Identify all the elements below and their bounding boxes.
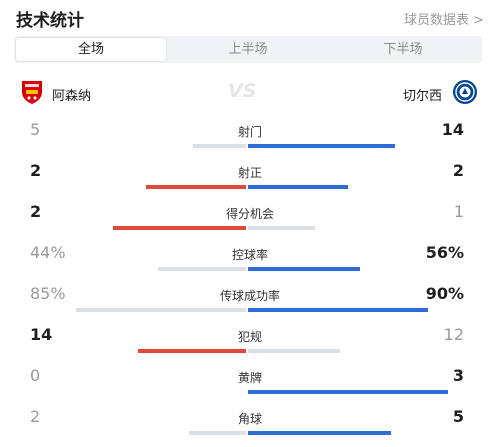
away-stat-value: 2	[452, 161, 464, 180]
home-stat-bar	[76, 308, 246, 312]
home-stat-value: 2	[30, 407, 41, 426]
away-stat-bar	[248, 308, 428, 312]
teams-row: 阿森纳 VS 切尔西	[0, 76, 500, 108]
away-stat-value: 56%	[425, 243, 464, 262]
stat-row: 85% 传球成功率 90%	[0, 284, 500, 324]
home-stat-bar	[158, 267, 246, 271]
home-stat-bar	[189, 431, 246, 435]
away-stat-bar	[248, 431, 391, 435]
chelsea-crest-icon	[453, 80, 477, 104]
home-stat-value: 5	[30, 120, 41, 139]
home-stat-value: 85%	[30, 284, 66, 303]
stat-row: 44% 控球率 56%	[0, 243, 500, 283]
away-stat-bar	[248, 185, 348, 189]
tab-first-half[interactable]: 上半场	[228, 42, 268, 57]
stat-row: 2 射正 2	[0, 161, 500, 201]
stat-label: 射门	[237, 125, 262, 139]
away-stat-value: 1	[453, 202, 464, 221]
home-stat-value: 2	[30, 202, 42, 221]
home-stat-value: 0	[30, 366, 41, 385]
stat-label: 角球	[237, 412, 262, 426]
tab-second-half[interactable]: 下半场	[383, 42, 423, 57]
stat-row: 5 射门 14	[0, 120, 500, 160]
home-stat-bar	[193, 144, 246, 148]
stat-row: 2 角球 5	[0, 407, 500, 447]
stat-label: 射正	[237, 166, 262, 180]
away-stat-value: 14	[441, 120, 464, 139]
stat-row: 2 得分机会 1	[0, 202, 500, 242]
home-stat-value: 2	[30, 161, 42, 180]
away-team-name: 切尔西	[402, 89, 442, 104]
home-stat-bar	[138, 349, 246, 353]
period-tabs: 全场 上半场 下半场	[14, 36, 482, 63]
home-team-name: 阿森纳	[52, 89, 92, 104]
stat-label: 犯规	[237, 330, 262, 344]
away-stat-value: 12	[443, 325, 464, 344]
home-stat-value: 44%	[30, 243, 66, 262]
tab-full-match[interactable]: 全场	[15, 37, 167, 62]
away-stat-bar	[248, 144, 395, 148]
away-stat-value: 5	[452, 407, 464, 426]
stat-label: 黄牌	[237, 371, 262, 385]
page-title: 技术统计	[16, 11, 84, 31]
home-stat-value: 14	[30, 325, 53, 344]
stat-label: 得分机会	[225, 207, 274, 221]
away-stat-value: 90%	[425, 284, 464, 303]
arsenal-crest-icon	[22, 81, 42, 104]
player-stats-link[interactable]: 球员数据表 >	[403, 13, 484, 28]
stat-label: 传球成功率	[219, 289, 280, 303]
stats-header: 技术统计 球员数据表 >	[16, 4, 484, 31]
stat-row: 14 犯规 12	[0, 325, 500, 365]
away-stat-bar	[248, 267, 360, 271]
home-stat-bar	[146, 185, 246, 189]
away-stat-bar	[248, 390, 448, 394]
away-stat-bar	[248, 226, 315, 230]
vs-mark: VS	[228, 80, 257, 102]
away-stat-value: 3	[452, 366, 464, 385]
home-stat-bar	[113, 226, 246, 230]
stat-label: 控球率	[231, 248, 268, 262]
stat-row: 0 黄牌 3	[0, 366, 500, 406]
away-stat-bar	[248, 349, 340, 353]
